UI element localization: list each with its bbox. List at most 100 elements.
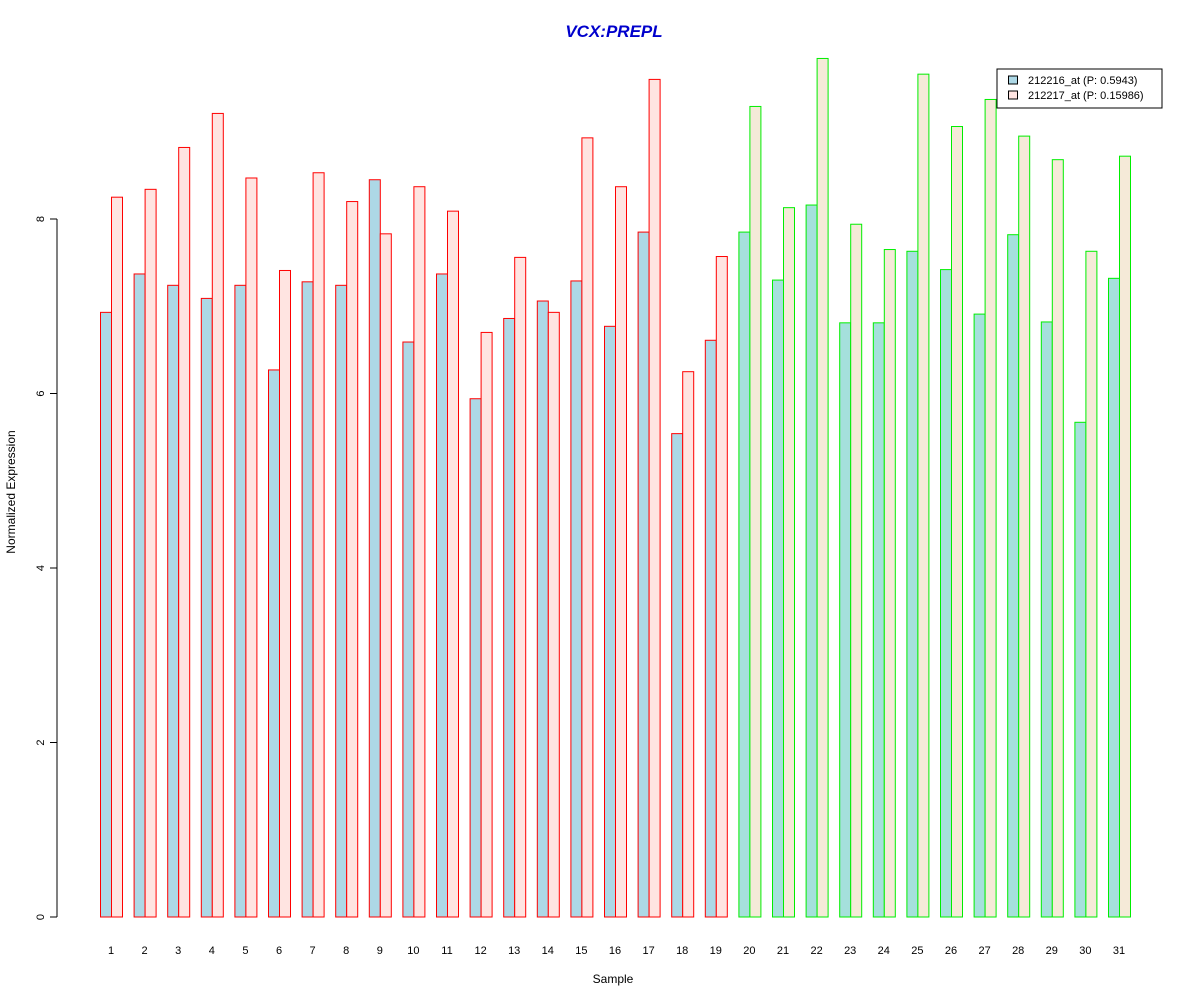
y-axis-label: Normalized Expression: [4, 430, 18, 553]
x-tick-label: 15: [575, 945, 587, 957]
legend-box: [996, 68, 1163, 109]
x-tick-label: 18: [676, 945, 688, 957]
bar-sample-4-series-2: [211, 112, 224, 918]
bar-sample-17-series-2: [648, 78, 661, 918]
x-tick-label: 20: [743, 945, 755, 957]
x-tick-label: 3: [175, 945, 181, 957]
bar-sample-12-series-2: [480, 331, 493, 918]
bar-sample-10-series-2: [413, 186, 426, 918]
bar-sample-28-series-1: [1007, 234, 1020, 918]
bar-sample-31-series-1: [1108, 277, 1120, 918]
legend-swatch-1: [1008, 75, 1018, 85]
bar-sample-26-series-1: [940, 269, 952, 918]
x-tick-label: 2: [142, 945, 148, 957]
bar-sample-17-series-1: [637, 231, 650, 918]
bar-sample-23-series-1: [839, 322, 852, 918]
bar-sample-15-series-2: [581, 137, 594, 918]
x-tick-label: 22: [810, 945, 822, 957]
bar-sample-24-series-1: [872, 322, 885, 918]
bar-sample-21-series-2: [783, 207, 795, 918]
bar-sample-15-series-1: [570, 280, 583, 918]
bar-sample-5-series-1: [234, 284, 247, 918]
bar-sample-22-series-2: [816, 57, 829, 918]
x-tick-label: 6: [276, 945, 282, 957]
x-axis-tick-labels: 1 2 3 4 5 6 7 8 9 10 11 12 13 14 15 16 17 18 19 20 21 22 23 24 2…: [108, 945, 1125, 957]
bar-sample-19-series-2: [715, 256, 728, 918]
x-tick-label: 27: [978, 945, 990, 957]
x-tick-label: 9: [377, 945, 383, 957]
x-tick-label: 16: [609, 945, 621, 957]
bar-sample-8-series-2: [346, 201, 359, 918]
x-tick-label: 30: [1079, 945, 1091, 957]
x-tick-label: 23: [844, 945, 856, 957]
bar-sample-9-series-2: [379, 233, 392, 918]
bar-sample-1-series-1: [100, 311, 112, 918]
x-axis-label: Sample: [593, 972, 634, 986]
x-tick-label: 17: [642, 945, 654, 957]
legend-label-1: 212216_at (P: 0.5943): [1028, 75, 1137, 87]
bar-sample-29-series-2: [1051, 159, 1064, 918]
bar-sample-7-series-1: [301, 281, 314, 918]
bar-sample-2-series-1: [133, 273, 146, 918]
bar-sample-27-series-2: [984, 98, 997, 918]
bar-sample-18-series-2: [682, 371, 695, 918]
bar-sample-20-series-2: [749, 105, 762, 918]
x-tick-label: 5: [242, 945, 248, 957]
x-tick-label: 7: [310, 945, 316, 957]
bar-sample-12-series-1: [469, 398, 482, 918]
x-tick-label: 11: [441, 945, 452, 957]
bar-sample-20-series-1: [738, 231, 751, 918]
bar-sample-11-series-2: [447, 210, 459, 918]
bar-sample-29-series-1: [1040, 321, 1053, 918]
bar-sample-18-series-1: [671, 433, 684, 918]
bar-sample-4-series-1: [200, 297, 213, 918]
y-tick-label: 8: [35, 216, 47, 222]
bar-sample-7-series-2: [312, 172, 325, 918]
x-tick-label: 19: [710, 945, 722, 957]
bar-sample-30-series-2: [1085, 250, 1098, 918]
y-tick-label: 6: [35, 390, 47, 396]
bar-sample-27-series-1: [973, 313, 986, 918]
bar-sample-30-series-1: [1074, 421, 1087, 918]
x-tick-label: 25: [911, 945, 923, 957]
x-tick-label: 26: [945, 945, 957, 957]
bar-sample-16-series-2: [615, 186, 627, 918]
x-tick-label: 13: [508, 945, 520, 957]
legend-label-2: 212217_at (P: 0.15986): [1028, 90, 1144, 102]
bar-sample-6-series-1: [268, 369, 280, 918]
bar-sample-28-series-2: [1018, 135, 1031, 918]
bar-sample-14-series-1: [536, 300, 549, 918]
bar-sample-16-series-1: [604, 325, 616, 918]
y-tick-label: 2: [35, 739, 47, 745]
bar-sample-5-series-2: [245, 177, 258, 918]
x-tick-label: 12: [474, 945, 486, 957]
legend: 212216_at (P: 0.5943) 212217_at (P: 0.159…: [996, 68, 1163, 109]
bar-sample-3-series-1: [167, 284, 180, 918]
chart-title: VCX:PREPL: [565, 22, 662, 41]
bar-sample-31-series-2: [1119, 155, 1131, 918]
x-tick-label: 21: [777, 945, 789, 957]
x-tick-label: 29: [1046, 945, 1058, 957]
bar-sample-8-series-1: [335, 284, 348, 918]
bar-sample-24-series-2: [883, 249, 896, 918]
x-tick-label: 28: [1012, 945, 1024, 957]
y-tick-label: 0: [35, 914, 47, 920]
legend-swatch-2: [1008, 90, 1018, 100]
bars: [100, 57, 1131, 918]
bar-sample-1-series-2: [111, 196, 123, 918]
bar-sample-13-series-2: [514, 256, 527, 918]
x-tick-label: 8: [343, 945, 349, 957]
bar-sample-14-series-2: [547, 311, 560, 918]
bar-sample-26-series-2: [951, 126, 963, 918]
x-tick-label: 10: [407, 945, 419, 957]
bar-sample-10-series-1: [402, 341, 415, 918]
bar-sample-23-series-2: [850, 223, 863, 918]
x-tick-label: 31: [1113, 945, 1125, 957]
bar-sample-25-series-2: [917, 73, 930, 918]
bar-sample-6-series-2: [279, 269, 291, 918]
bar-sample-21-series-1: [772, 279, 784, 918]
bar-sample-3-series-2: [178, 146, 191, 918]
bar-sample-2-series-2: [144, 188, 157, 918]
y-tick-label: 4: [35, 565, 47, 571]
